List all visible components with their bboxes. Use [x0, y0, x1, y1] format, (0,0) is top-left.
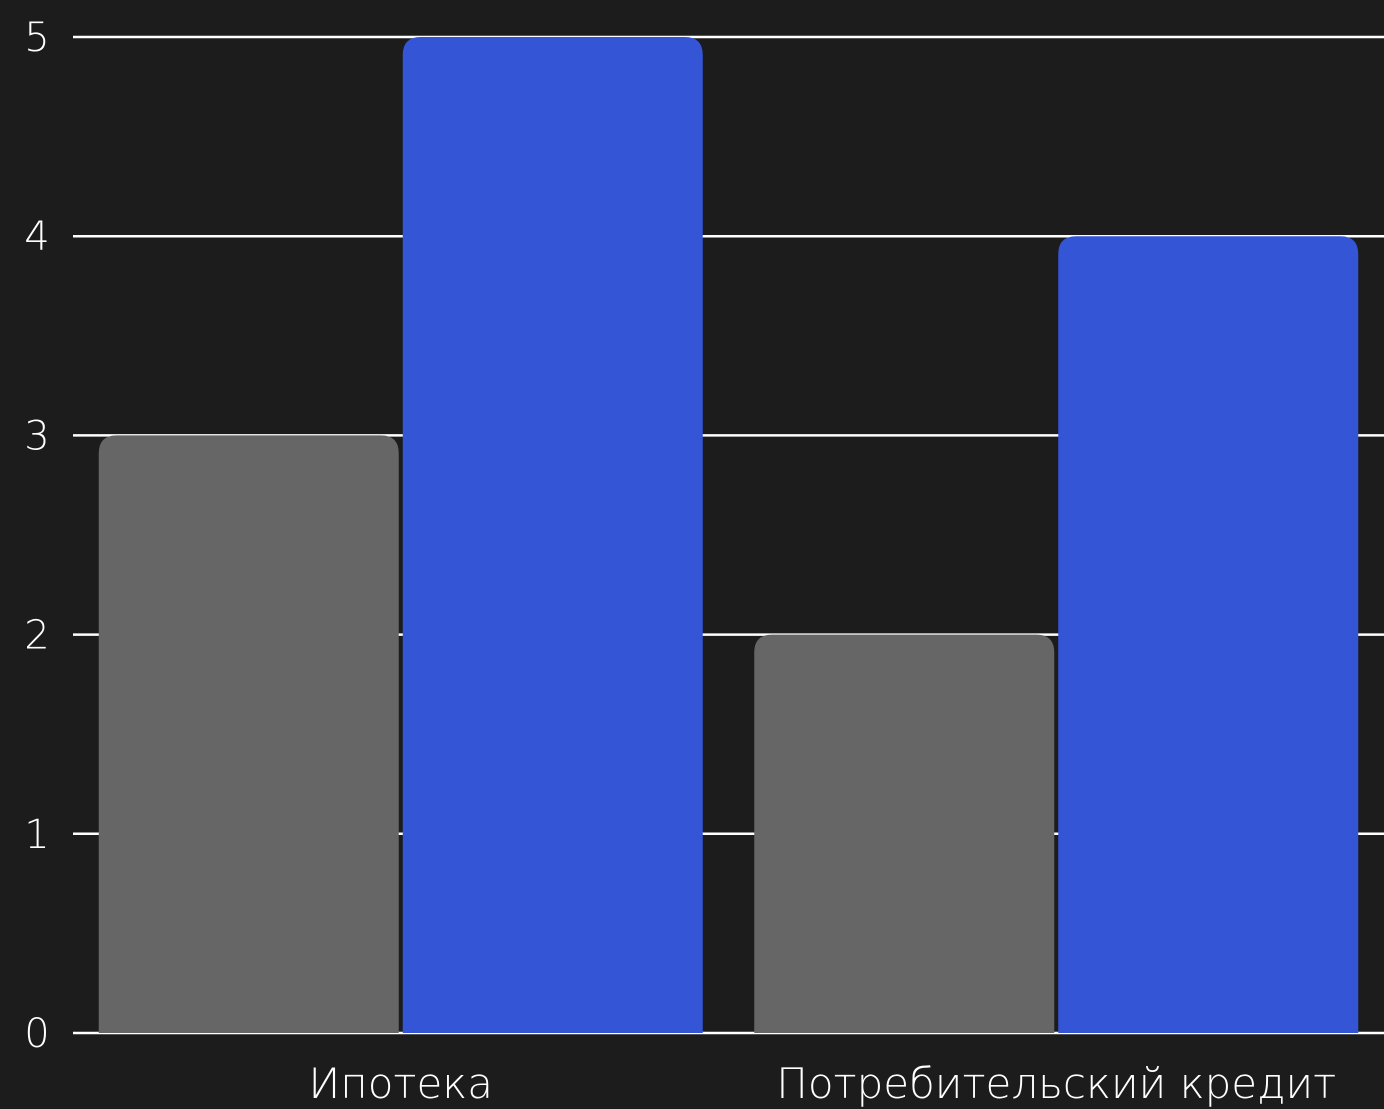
x-axis-labels: Ипотека Потребительский кредит [309, 1059, 1337, 1108]
y-tick-label-0: 0 [24, 1011, 49, 1057]
x-tick-label-2: Потребительский кредит [776, 1059, 1336, 1108]
x-tick-label-1: Ипотека [309, 1059, 493, 1108]
y-tick-label-4: 4 [24, 214, 49, 260]
bar-2-series-2 [1058, 236, 1359, 1033]
bars [98, 37, 1359, 1033]
y-tick-label-2: 2 [24, 613, 49, 659]
bar-2-series-1 [754, 634, 1055, 1033]
y-tick-label-3: 3 [24, 413, 49, 459]
y-tick-label-1: 1 [24, 812, 49, 858]
y-tick-label-5: 5 [24, 15, 49, 61]
bar-1-series-1 [98, 435, 399, 1033]
y-axis-ticks: 0 1 2 3 4 5 [24, 15, 49, 1057]
bar-1-series-2 [402, 37, 703, 1033]
